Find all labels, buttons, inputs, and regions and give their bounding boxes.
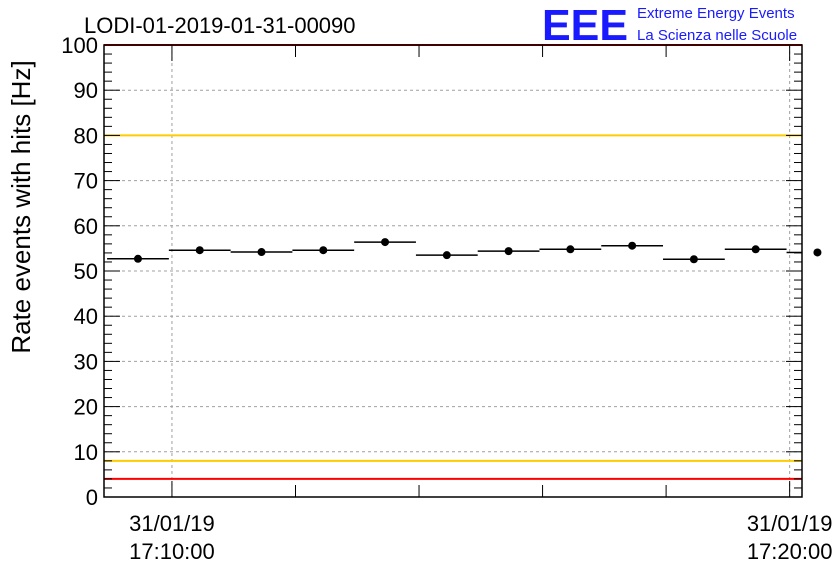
y-axis-label: Rate events with hits [Hz]: [6, 60, 36, 353]
eee-logo-line1: Extreme Energy Events: [637, 5, 795, 22]
y-tick-label: 40: [74, 304, 98, 329]
y-tick-label: 90: [74, 78, 98, 103]
eee-logo-line2: La Scienza nelle Scuole: [637, 27, 797, 44]
x-tick-time: 17:20:00: [747, 539, 833, 564]
data-point: [442, 251, 451, 260]
data-point: [319, 246, 328, 255]
y-tick-label: 70: [74, 169, 98, 194]
y-tick-label: 0: [86, 485, 98, 510]
y-tick-label: 30: [74, 349, 98, 374]
data-points: [107, 238, 822, 264]
y-tick-label: 80: [74, 123, 98, 148]
data-point: [813, 248, 822, 257]
data-point: [133, 254, 142, 263]
data-point: [628, 241, 637, 250]
data-point: [751, 245, 760, 254]
eee-logo: EEE Extreme Energy Events La Scienza nel…: [542, 1, 797, 50]
x-tick-time: 17:10:00: [129, 539, 215, 564]
data-point: [689, 255, 698, 264]
data-point: [381, 238, 390, 247]
y-axis-ticks: 0 10 20 30 40 50 60 70 80 90 100: [61, 33, 802, 510]
x-tick-date: 31/01/19: [129, 511, 215, 536]
data-point: [504, 247, 513, 256]
data-point: [195, 246, 204, 255]
y-tick-label: 100: [61, 33, 98, 58]
y-tick-label: 10: [74, 440, 98, 465]
data-point: [566, 245, 575, 254]
grid-layer: [104, 45, 802, 497]
y-tick-label: 20: [74, 395, 98, 420]
y-tick-label: 50: [74, 259, 98, 284]
data-point: [257, 248, 266, 257]
x-axis-ticks: 31/01/19 17:10:00 31/01/19 17:20:00: [129, 45, 832, 564]
eee-logo-mark: EEE: [542, 1, 628, 50]
x-tick-date: 31/01/19: [747, 511, 833, 536]
reference-lines: [104, 44, 802, 480]
y-tick-label: 60: [74, 214, 98, 239]
chart-title: LODI-01-2019-01-31-00090: [84, 13, 356, 38]
